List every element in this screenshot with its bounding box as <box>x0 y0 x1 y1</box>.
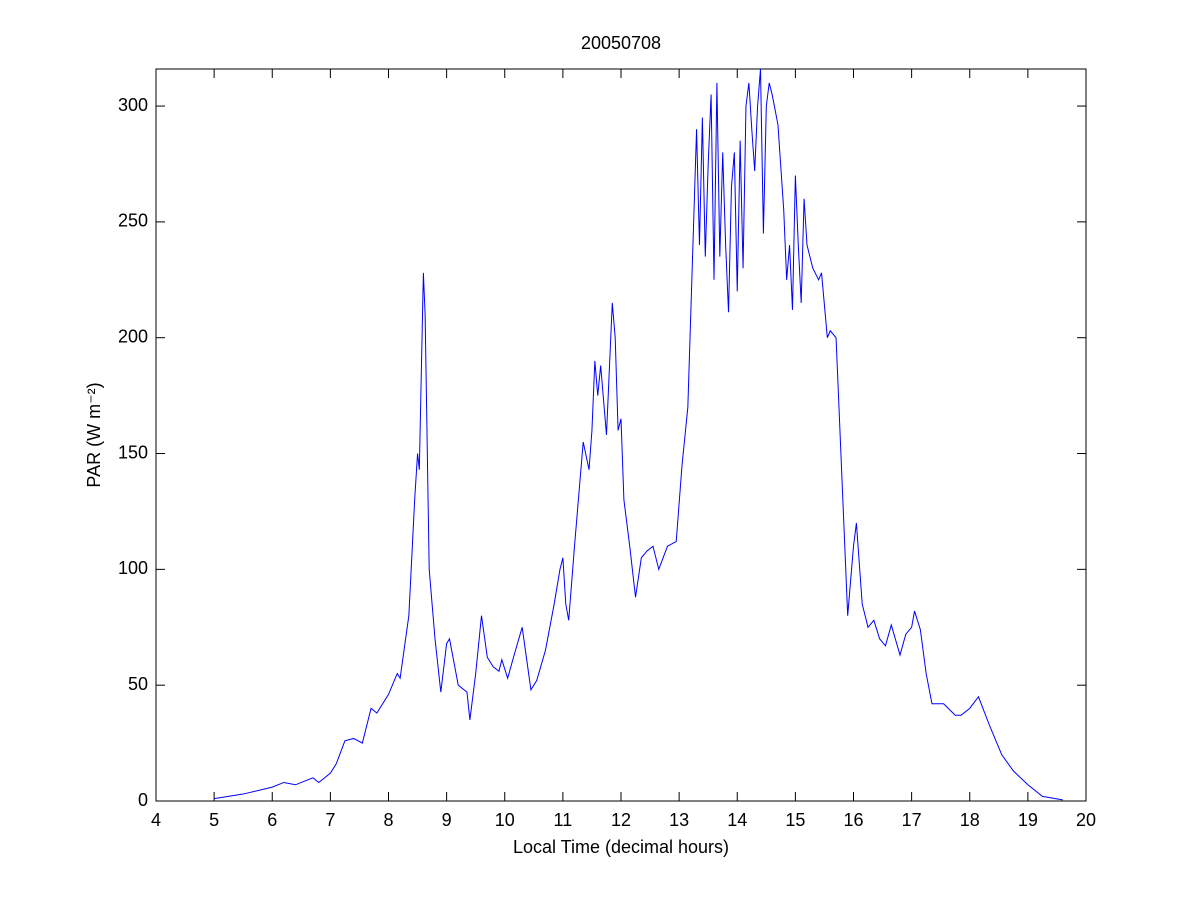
y-tick-label: 250 <box>118 211 148 231</box>
chart-title: 20050708 <box>581 33 661 53</box>
x-tick-label: 14 <box>727 810 747 830</box>
x-tick-label: 19 <box>1018 810 1038 830</box>
y-tick-label: 150 <box>118 442 148 462</box>
y-tick-label: 50 <box>128 674 148 694</box>
y-tick-label: 200 <box>118 326 148 346</box>
x-tick-label: 8 <box>383 810 393 830</box>
plot-area <box>155 68 1087 802</box>
y-tick-label: 300 <box>118 95 148 115</box>
x-tick-label: 18 <box>960 810 980 830</box>
y-tick-label: 0 <box>138 790 148 810</box>
y-axis-label: PAR (W m⁻²) <box>84 382 104 487</box>
x-axis-label: Local Time (decimal hours) <box>513 837 729 857</box>
x-tick-label: 9 <box>442 810 452 830</box>
x-tick-label: 15 <box>785 810 805 830</box>
data-line <box>214 68 1063 801</box>
x-tick-label: 13 <box>669 810 689 830</box>
x-tick-label: 20 <box>1076 810 1096 830</box>
x-tick-label: 17 <box>902 810 922 830</box>
x-tick-label: 16 <box>843 810 863 830</box>
x-tick-label: 4 <box>151 810 161 830</box>
x-tick-label: 7 <box>325 810 335 830</box>
x-tick-label: 11 <box>554 810 573 830</box>
x-tick-label: 10 <box>495 810 515 830</box>
x-tick-label: 5 <box>209 810 219 830</box>
x-tick-label: 6 <box>267 810 277 830</box>
y-tick-label: 100 <box>118 558 148 578</box>
x-tick-label: 12 <box>611 810 631 830</box>
